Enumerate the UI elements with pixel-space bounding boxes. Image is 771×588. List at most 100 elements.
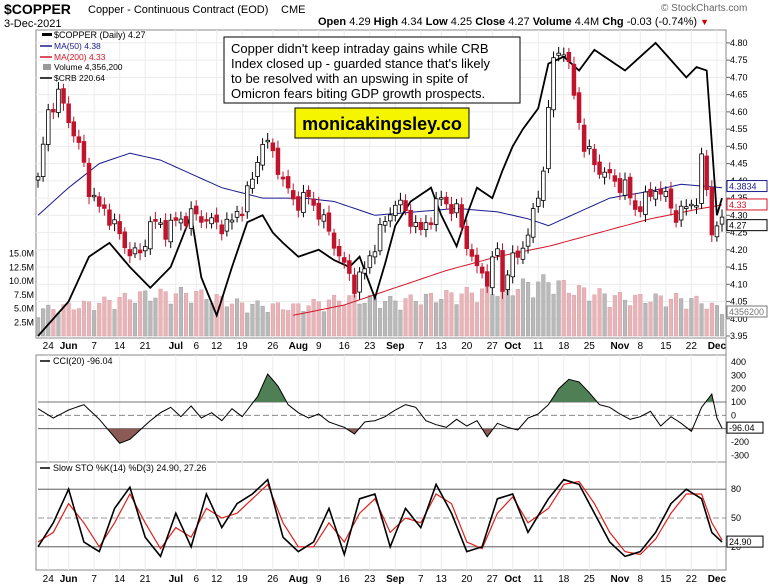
x-axis-label: 14	[114, 341, 126, 352]
candle-body	[40, 143, 46, 177]
sto-last-badge-box	[726, 535, 764, 548]
price-tick-label: 4.15	[730, 262, 748, 272]
candle-body	[581, 124, 587, 152]
candle-body	[617, 178, 623, 193]
candle-body	[587, 146, 592, 150]
candle-body	[459, 204, 464, 228]
volume-bar	[234, 298, 240, 337]
x-axis-label: Jul	[169, 574, 184, 585]
volume-bar	[337, 300, 342, 337]
chart-symbol: $COPPER	[4, 1, 71, 17]
volume-bar	[536, 281, 541, 337]
volume-bar	[76, 308, 81, 337]
x-axis-label: 9	[316, 341, 322, 352]
close-label: Close	[475, 16, 506, 28]
volume-bar	[449, 292, 454, 337]
candle-body	[188, 208, 194, 229]
volume-bar	[229, 303, 235, 337]
candle-body	[377, 223, 383, 252]
volume-value: 4.4M	[574, 16, 600, 28]
volume-bar	[403, 298, 408, 337]
price-badge-text: 4.33	[729, 200, 747, 210]
candle-body	[46, 109, 51, 145]
x-axis-label: Jun	[60, 574, 78, 585]
volume-bar	[92, 310, 97, 337]
candle-body	[689, 203, 694, 207]
volume-bar	[704, 308, 709, 337]
open-value: 4.29	[349, 16, 371, 28]
price-tick-label: 4.50	[730, 141, 748, 151]
candle-body	[275, 147, 281, 175]
candle-body	[168, 219, 173, 243]
volume-label: Volume	[532, 16, 572, 28]
volume-tick-label: 10.0M	[9, 276, 34, 286]
volume-bar	[623, 299, 628, 337]
volume-bar	[240, 302, 245, 337]
candle-body	[244, 185, 250, 213]
cci-tick-label: 0	[731, 410, 736, 420]
x-axis-label: 15	[660, 341, 672, 352]
volume-bar	[628, 305, 633, 337]
candle-body	[551, 57, 556, 111]
x-axis-label: 21	[140, 341, 152, 352]
annotation-line-1: Copper didn't keep intraday gains while …	[231, 41, 489, 56]
volume-bar	[459, 293, 464, 337]
x-axis-label: Oct	[504, 574, 521, 585]
legend-ma50: MA(50) 4.38	[54, 41, 101, 51]
candle-body	[627, 176, 633, 199]
volume-bar	[46, 304, 51, 337]
candle-body	[51, 109, 56, 113]
volume-bar	[592, 294, 597, 337]
sto-last-badge-text: 24.90	[729, 537, 752, 547]
cci-last-badge-box	[726, 421, 764, 434]
volume-bar	[658, 295, 663, 337]
price-tick-label: 4.75	[730, 55, 748, 65]
candle-body	[265, 139, 270, 143]
candle-body	[684, 206, 689, 209]
ma50-line	[37, 152, 723, 227]
volume-bar	[286, 310, 291, 337]
candle-body	[709, 187, 715, 236]
candle-body	[178, 218, 184, 224]
volume-bar	[255, 300, 260, 337]
volume-bar	[434, 302, 439, 337]
candle-body	[183, 216, 189, 227]
volume-bar	[418, 304, 423, 337]
x-axis-label: 18	[558, 341, 570, 352]
volume-bar	[270, 303, 275, 337]
candle-body	[638, 206, 643, 213]
volume-bar	[66, 302, 71, 337]
ma200-line	[293, 204, 723, 316]
candle-body	[561, 54, 567, 57]
x-axis-label: Dec	[708, 341, 727, 352]
x-axis-label: 26	[267, 574, 279, 585]
volume-bar	[495, 296, 500, 337]
candle-body	[81, 141, 87, 163]
candle-body	[86, 162, 92, 198]
candle-body	[214, 214, 219, 223]
candle-body	[597, 161, 602, 175]
sto-label: Slow STO %K(14) %D(3) 24.90, 27.26	[53, 463, 206, 473]
candle-body	[398, 199, 403, 206]
price-tick-label: 4.25	[730, 228, 748, 238]
volume-bar	[41, 308, 46, 337]
volume-bar	[526, 282, 531, 337]
x-axis-label: 8	[638, 574, 644, 585]
price-badge-box	[726, 180, 768, 193]
volume-bar	[265, 312, 270, 337]
x-axis-label: 7	[91, 574, 97, 585]
candle-body	[464, 225, 469, 250]
volume-bar	[81, 300, 86, 337]
volume-bar	[281, 309, 286, 337]
candle-body	[490, 256, 495, 289]
volume-bar	[97, 303, 102, 337]
candle-body	[678, 205, 684, 221]
x-axis-label: 6	[193, 574, 199, 585]
cci-tick-label: -200	[731, 437, 749, 447]
volume-bar	[122, 292, 127, 337]
candle-body	[428, 222, 434, 226]
volume-bar	[464, 287, 469, 337]
cci-last-badge-text: -96.04	[729, 423, 755, 433]
candle-body	[260, 143, 265, 166]
change-value: -0.03 (-0.74%)	[626, 16, 698, 28]
